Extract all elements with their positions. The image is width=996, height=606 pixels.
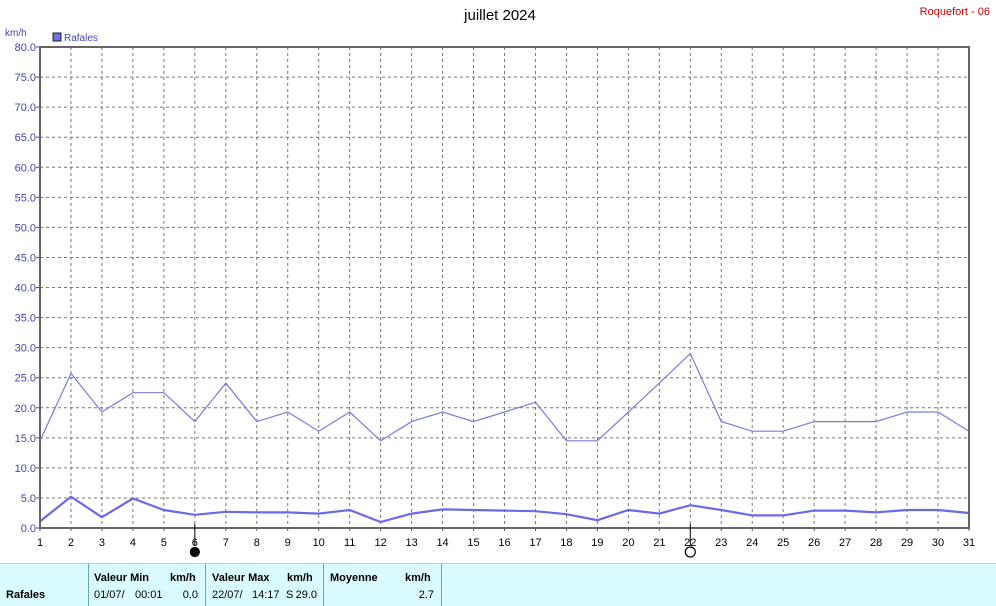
grid [39, 46, 970, 529]
y-tick-label: 50.0 [15, 222, 36, 234]
stats-avg-unit: km/h [405, 572, 431, 584]
x-tick-label: 10 [313, 537, 325, 549]
x-tick-label: 7 [223, 537, 229, 549]
x-tick-label: 9 [285, 537, 291, 549]
x-tick-label: 27 [839, 537, 851, 549]
stats-max-value: 29.0 [295, 589, 317, 601]
full-moon-icon [684, 546, 696, 558]
chart-title: juillet 2024 [463, 7, 536, 24]
y-tick-label: 55.0 [15, 192, 36, 204]
stats-min-header: Valeur Min [94, 572, 150, 584]
y-tick-label: 30.0 [15, 343, 36, 355]
y-tick-label: 70.0 [15, 102, 36, 114]
legend-swatch [52, 32, 62, 42]
x-tick-label: 14 [436, 537, 448, 549]
stats-separator [441, 564, 442, 606]
legend-label: Rafales [64, 33, 98, 44]
y-tick-label: 0.0 [21, 523, 36, 535]
x-tick-label: 18 [560, 537, 572, 549]
moon-markers [189, 524, 696, 558]
stats-avg-value: 2.7 [418, 589, 434, 601]
x-tick-label: 2 [68, 537, 74, 549]
x-tick-label: 24 [746, 537, 758, 549]
stats-min-date: 01/07/ [94, 589, 125, 601]
x-tick-label: 25 [777, 537, 789, 549]
x-tick-label: 4 [130, 537, 136, 549]
stats-max-dir: S [286, 589, 294, 601]
x-tick-label: 8 [254, 537, 260, 549]
y-tick-label: 15.0 [15, 433, 36, 445]
stats-max-date: 22/07/ [212, 589, 243, 601]
x-tick-label: 20 [622, 537, 634, 549]
stats-separator [88, 564, 89, 606]
x-tick-label: 30 [932, 537, 944, 549]
y-ticks: 0.0 5.0 10.0 15.0 20.0 25.0 30.0 35.0 40.0 45.0 50… [15, 42, 40, 535]
x-tick-label: 13 [405, 537, 417, 549]
stats-min-unit: km/h [170, 572, 196, 584]
y-tick-label: 40.0 [15, 283, 36, 295]
stats-min-value: 0.0 [182, 589, 198, 601]
stats-panel: Rafales Valeur Min km/h 01/07/ 00:01 0.0… [0, 563, 996, 606]
station-name: Roquefort - 06 [920, 6, 990, 18]
stats-max-time: 14:17 [252, 589, 280, 601]
stats-max-header: Valeur Max [212, 572, 270, 584]
x-tick-label: 28 [870, 537, 882, 549]
stats-avg-header: Moyenne [330, 572, 378, 584]
x-tick-label: 19 [591, 537, 603, 549]
x-tick-label: 3 [99, 537, 105, 549]
y-tick-label: 35.0 [15, 313, 36, 325]
y-tick-label: 5.0 [21, 493, 36, 505]
x-tick-label: 12 [375, 537, 387, 549]
x-tick-label: 26 [808, 537, 820, 549]
y-axis-unit: km/h [5, 28, 27, 39]
stats-row-label: Rafales [6, 589, 46, 601]
series-line-2 [39, 495, 970, 524]
stats-min-time: 00:01 [135, 589, 163, 601]
new-moon-icon [189, 546, 200, 558]
x-tick-label: 16 [498, 537, 510, 549]
series-lines [39, 352, 970, 524]
stats-max-unit: km/h [287, 572, 313, 584]
series-line-1 [39, 352, 970, 442]
stats-separator [323, 564, 324, 606]
y-tick-label: 75.0 [15, 72, 36, 84]
x-tick-label: 17 [529, 537, 541, 549]
x-tick-label: 23 [715, 537, 727, 549]
x-ticks: 1234567891011121314151617181920212223242… [37, 528, 975, 549]
x-tick-label: 31 [963, 537, 975, 549]
y-tick-label: 10.0 [15, 463, 36, 475]
x-tick-label: 11 [344, 537, 355, 549]
x-tick-label: 29 [901, 537, 913, 549]
x-tick-label: 21 [653, 537, 665, 549]
legend: Rafales [52, 32, 98, 44]
y-tick-label: 60.0 [15, 162, 36, 174]
plot-frame [39, 46, 970, 529]
x-tick-label: 15 [467, 537, 479, 549]
y-tick-label: 25.0 [15, 373, 36, 385]
x-tick-label: 1 [37, 537, 43, 549]
y-tick-label: 20.0 [15, 403, 36, 415]
y-tick-label: 80.0 [15, 42, 36, 54]
x-tick-label: 5 [161, 537, 167, 549]
stats-separator [205, 564, 206, 606]
y-tick-label: 45.0 [15, 252, 36, 264]
chart: juillet 2024 Roquefort - 06 km/h Rafales… [5, 6, 990, 558]
y-tick-label: 65.0 [15, 132, 36, 144]
